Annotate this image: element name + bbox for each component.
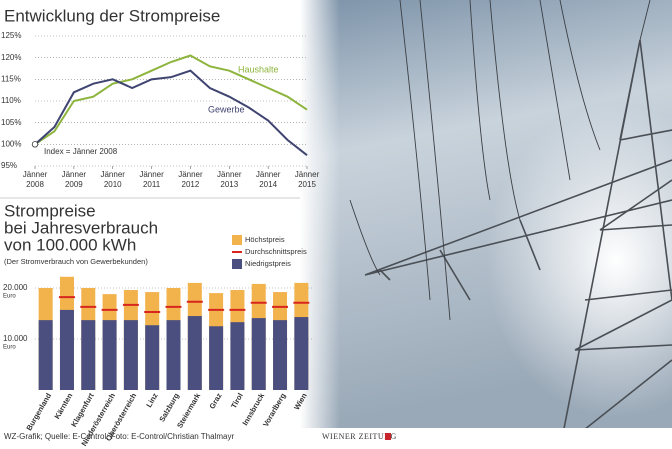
y-unit: Euro bbox=[3, 294, 16, 300]
y-tick-label: 110% bbox=[1, 96, 21, 105]
legend-label: Höchstpreis bbox=[245, 235, 285, 244]
line bbox=[34, 69, 308, 156]
chart-title: Entwicklung der Strompreise bbox=[4, 6, 220, 25]
legend-label: Durchschnittspreis bbox=[245, 247, 307, 256]
bar bbox=[230, 322, 245, 390]
annotation: Index = Jänner 2008 bbox=[44, 147, 118, 156]
y-tick-label: 115% bbox=[1, 74, 21, 83]
footer-logo: Wiener Zeitung bbox=[322, 432, 397, 441]
x-tick-label: Jänner 2015 bbox=[295, 170, 320, 189]
chart-title: von 100.000 kWh bbox=[4, 235, 136, 254]
chart-subtitle: (Der Stromverbrauch von Gewerbekunden) bbox=[4, 257, 148, 266]
y-tick-label: 105% bbox=[1, 118, 21, 127]
bar bbox=[38, 320, 53, 390]
line bbox=[34, 54, 308, 146]
x-tick-label: Jänner 2012 bbox=[178, 170, 203, 189]
chart-title: bei Jahresverbrauch bbox=[4, 218, 158, 237]
y-tick-label: 10.000 bbox=[3, 334, 28, 343]
y-tick-label: 120% bbox=[1, 53, 21, 62]
bar bbox=[123, 320, 138, 390]
y-unit: Euro bbox=[3, 345, 16, 351]
legend-label: Gewerbe bbox=[208, 104, 245, 114]
bar bbox=[294, 317, 309, 390]
footer-credit: WZ-Grafik; Quelle: E-Control; Foto: E-Co… bbox=[4, 432, 234, 441]
x-tick-label: Jänner 2010 bbox=[100, 170, 125, 189]
x-tick-label: Jänner 2008 bbox=[23, 170, 48, 189]
bar bbox=[166, 320, 181, 390]
y-tick-label: 95% bbox=[1, 161, 17, 170]
x-tick-label: Jänner 2011 bbox=[139, 170, 164, 189]
logo-square bbox=[385, 433, 391, 440]
chart-title: Strompreise bbox=[4, 201, 96, 220]
bar bbox=[209, 326, 224, 390]
y-tick-label: 125% bbox=[1, 31, 21, 40]
legend-label: Haushalte bbox=[238, 64, 279, 74]
bar bbox=[187, 316, 202, 390]
bar bbox=[102, 320, 117, 390]
legend-swatch bbox=[232, 259, 242, 269]
x-tick-label: Jänner 2013 bbox=[217, 170, 242, 189]
bar bbox=[251, 318, 266, 390]
y-tick-label: 20.000 bbox=[3, 283, 28, 292]
photo-sun bbox=[300, 0, 672, 449]
index-marker bbox=[31, 141, 39, 148]
bar bbox=[81, 320, 96, 390]
bar bbox=[59, 309, 74, 390]
y-tick-label: 100% bbox=[1, 139, 21, 148]
x-tick-label: Jänner 2014 bbox=[256, 170, 281, 189]
bar bbox=[273, 320, 288, 390]
bar bbox=[145, 325, 160, 390]
legend-swatch bbox=[232, 235, 242, 245]
footer-band bbox=[0, 428, 672, 449]
photo-pylon bbox=[349, 0, 672, 449]
x-tick-label: Jänner 2009 bbox=[62, 170, 87, 189]
legend-label: Niedrigstpreis bbox=[245, 259, 291, 268]
